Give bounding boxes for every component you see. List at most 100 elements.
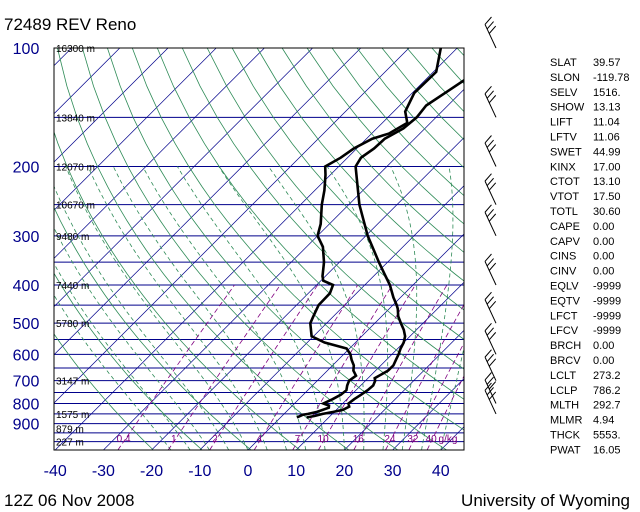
index-row: BRCH 0.00 [550, 340, 614, 352]
dry-adiabat-line [231, 48, 464, 311]
dry-adiabat-line [54, 272, 203, 450]
wind-barb-flag [484, 204, 492, 213]
index-name: LCLP [550, 385, 578, 397]
index-row: LCLP 786.2 [550, 385, 621, 397]
index-value: 11.04 [593, 117, 620, 129]
index-name: LCLT [550, 370, 576, 382]
index-value: 17.50 [593, 191, 621, 203]
dry-adiabat-line [54, 206, 252, 450]
pressure-tick-label: 500 [13, 316, 40, 333]
dry-adiabat-line [306, 48, 464, 225]
wind-barb-flag [484, 349, 492, 358]
mixing-ratio-label: 24 [384, 434, 396, 445]
wind-barb-staff [484, 356, 497, 381]
dry-adiabat-line [181, 48, 464, 370]
isotherm-line [295, 281, 464, 450]
wind-barb [484, 85, 497, 118]
height-label: 16300 m [56, 44, 95, 55]
pressure-tick-label: 100 [13, 41, 40, 58]
moist-adiabat-line [87, 166, 268, 450]
wind-barb [484, 204, 497, 237]
dewpoint-trace [296, 48, 443, 419]
wind-barb-staff [484, 299, 497, 324]
wind-barb [484, 16, 497, 49]
index-value: 292.7 [593, 400, 621, 412]
index-value: 13.10 [593, 176, 621, 188]
mixing-ratio-label: 0.4 [117, 434, 131, 445]
dry-adiabat-line [532, 48, 640, 450]
moist-adiabat-line [112, 166, 287, 450]
index-name: EQTV [550, 295, 581, 307]
wind-barb-flag [486, 353, 494, 362]
index-name: MLMR [550, 415, 582, 427]
height-label: 10670 m [56, 201, 95, 212]
wind-barb-staff [484, 330, 497, 355]
wind-barb-flag [486, 376, 494, 385]
wind-barb-flag [486, 177, 494, 186]
isotherm-line [103, 88, 464, 450]
index-name: LFTV [550, 132, 578, 144]
index-name: SELV [550, 87, 578, 99]
index-row: MLMR 4.94 [550, 415, 614, 427]
index-value: -9999 [593, 295, 621, 307]
index-row: EQTV -9999 [550, 295, 621, 307]
index-name: SLAT [550, 57, 577, 69]
wind-barb-staff [484, 261, 497, 286]
wind-barb [484, 382, 497, 415]
temperature-tick-label: 30 [384, 463, 402, 480]
wind-barb-flag [488, 391, 497, 400]
wind-barb [484, 322, 497, 355]
index-value: 39.57 [593, 57, 621, 69]
wind-barb-flag [484, 135, 492, 144]
index-row: LFCV -9999 [550, 325, 621, 337]
wind-barb-flag [488, 213, 497, 222]
wind-barb [484, 291, 497, 324]
wind-barb-flag [486, 387, 494, 396]
wind-barb-flag [484, 291, 492, 300]
height-label: 13840 m [56, 113, 95, 124]
mixing-ratio-label: 10 [318, 434, 330, 445]
mixing-ratio-line [292, 284, 393, 450]
index-row: CINV 0.00 [550, 266, 614, 278]
index-row: KINX 17.00 [550, 161, 621, 173]
index-name: SHOW [550, 102, 585, 114]
height-label: 3147 m [56, 377, 89, 388]
dry-adiabat-line [131, 48, 464, 431]
height-label: 879 m [56, 424, 84, 435]
mixing-ratio-label: 4 [257, 434, 263, 445]
index-value: 0.00 [593, 355, 614, 367]
thermodynamic-grid [54, 48, 640, 450]
wind-barb-flag [488, 25, 497, 34]
wind-barb-flag [488, 144, 497, 153]
index-value: 13.13 [593, 102, 621, 114]
isotherm-line [247, 233, 464, 450]
index-name: SLON [550, 72, 580, 84]
index-name: VTOT [550, 191, 579, 203]
wind-barb-staff [484, 24, 497, 49]
height-label: 12070 m [56, 163, 95, 174]
moist-adiabat-line [54, 294, 172, 450]
moist-adiabat-line [54, 262, 191, 450]
pressure-tick-label: 400 [13, 278, 40, 295]
moist-adiabat-line [421, 166, 454, 450]
plot-frame [53, 47, 465, 451]
dry-adiabat-line [57, 48, 350, 450]
index-row: PWAT 16.05 [550, 444, 621, 456]
index-row: SLON -119.78 [550, 72, 630, 84]
wind-barb-flag [488, 262, 497, 271]
pressure-tick-label: 700 [13, 374, 40, 391]
index-name: PWAT [550, 444, 581, 456]
index-name: LIFT [550, 117, 573, 129]
wind-barb-flag [488, 358, 497, 367]
temperature-tick-label: -20 [140, 463, 163, 480]
mixing-ratio-line [426, 375, 464, 450]
index-value: 4.94 [593, 415, 614, 427]
credit: University of Wyoming [461, 491, 630, 510]
index-row: LFCT -9999 [550, 310, 621, 322]
wind-barb [484, 349, 497, 381]
index-value: -9999 [593, 325, 621, 337]
index-value: 44.99 [593, 146, 621, 158]
index-row: LCLT 273.2 [550, 370, 621, 382]
wind-barb-flag [488, 332, 497, 341]
index-name: CAPE [550, 221, 580, 233]
